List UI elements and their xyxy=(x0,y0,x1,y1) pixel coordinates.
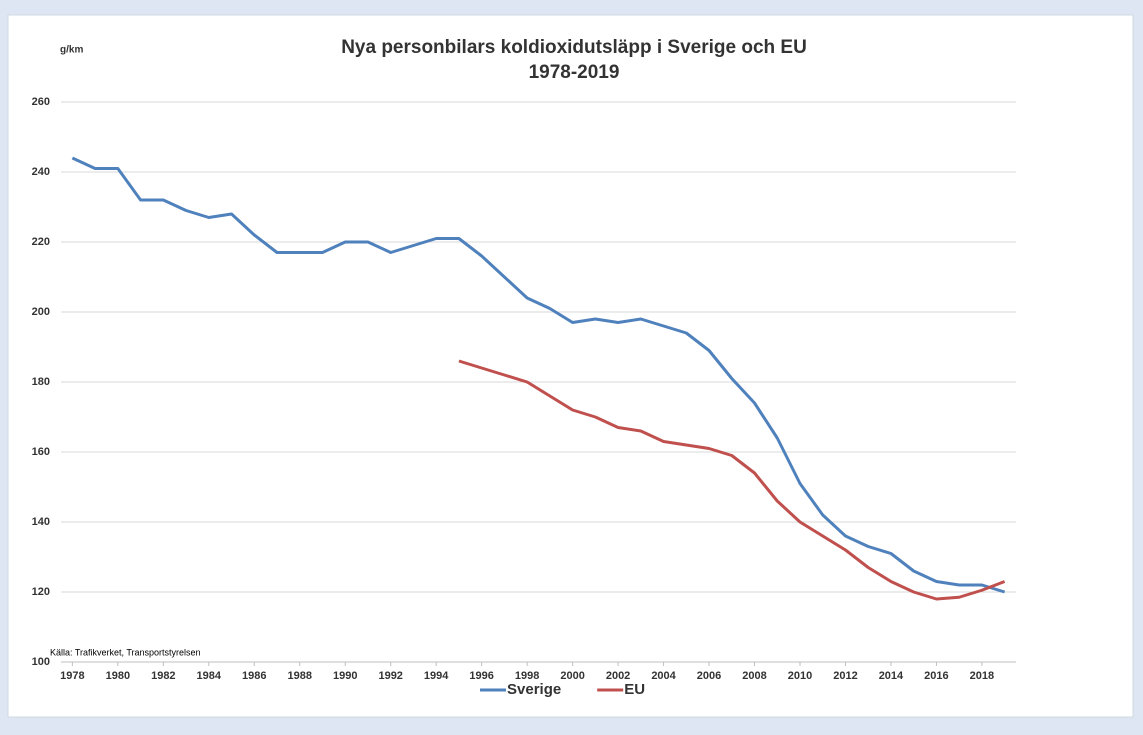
x-tick-label: 2010 xyxy=(788,670,812,682)
y-tick-label: 140 xyxy=(32,516,50,528)
y-tick-label: 220 xyxy=(32,236,50,248)
y-axis-label: g/km xyxy=(60,45,83,56)
x-tick-label: 2002 xyxy=(606,670,630,682)
series-line xyxy=(458,359,1006,601)
x-tick-label: 1992 xyxy=(378,670,402,682)
x-tick-label: 1994 xyxy=(424,670,449,682)
chart-area xyxy=(7,14,1134,718)
x-tick-label: 1980 xyxy=(106,670,130,682)
source-note: Källa: Trafikverket, Transportstyrelsen xyxy=(50,647,201,657)
x-tick-label: 2014 xyxy=(879,670,904,682)
x-tick-label: 1982 xyxy=(151,670,175,682)
x-tick-label: 1978 xyxy=(60,670,84,682)
series-line xyxy=(71,156,1006,594)
x-tick-label: 2012 xyxy=(833,670,857,682)
y-tick-label: 200 xyxy=(32,306,50,318)
x-tick-label: 1984 xyxy=(197,670,222,682)
chart-subtitle: 1978-2019 xyxy=(529,62,620,83)
y-tick-label: 180 xyxy=(32,376,50,388)
x-tick-label: 2006 xyxy=(697,670,721,682)
y-tick-label: 160 xyxy=(32,446,50,458)
chart-title: Nya personbilars koldioxidutsläpp i Sver… xyxy=(341,37,807,58)
x-tick-label: 2008 xyxy=(742,670,766,682)
x-tick-label: 1998 xyxy=(515,670,539,682)
legend-label: EU xyxy=(624,681,645,698)
y-tick-label: 260 xyxy=(32,96,50,108)
x-tick-label: 1988 xyxy=(288,670,312,682)
x-tick-label: 1996 xyxy=(469,670,493,682)
x-tick-label: 2004 xyxy=(651,670,676,682)
x-tick-label: 1990 xyxy=(333,670,357,682)
y-tick-label: 240 xyxy=(32,166,50,178)
x-tick-label: 2016 xyxy=(924,670,948,682)
y-tick-label: 120 xyxy=(32,586,50,598)
legend-label: Sverige xyxy=(507,681,561,698)
x-tick-label: 1986 xyxy=(242,670,266,682)
x-tick-label: 2000 xyxy=(560,670,584,682)
y-tick-label: 100 xyxy=(32,656,50,668)
x-tick-label: 2018 xyxy=(970,670,994,682)
